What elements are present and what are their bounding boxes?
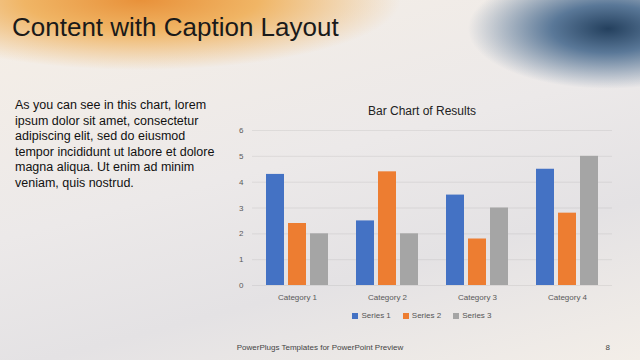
svg-text:1: 1 — [239, 255, 244, 264]
svg-text:Category 2: Category 2 — [368, 293, 408, 302]
html-text:Series 1: Series 1 — [361, 311, 391, 320]
svg-text:Category 4: Category 4 — [548, 293, 588, 302]
html-text:Content with Caption Layout: Content with Caption Layout — [12, 12, 339, 42]
html-text:Series 3: Series 3 — [462, 311, 492, 320]
svg-text:3: 3 — [239, 204, 244, 213]
svg-text:6: 6 — [239, 126, 244, 135]
svg-text:Category 1: Category 1 — [278, 293, 318, 302]
svg-text:5: 5 — [239, 152, 244, 161]
html-text:As you can see in this chart,: As you can see in this chart, lorem ipsu… — [15, 98, 215, 190]
svg-text:Category 3: Category 3 — [458, 293, 498, 302]
svg-text:0: 0 — [239, 281, 244, 290]
svg-text:2: 2 — [239, 229, 244, 238]
html-text:8: 8 — [605, 343, 610, 352]
svg-text:4: 4 — [239, 178, 244, 187]
html-text:PowerPlugs Templates for Power: PowerPlugs Templates for PowerPoint Prev… — [236, 343, 404, 352]
html-text:Bar Chart of Results: Bar Chart of Results — [368, 104, 476, 118]
html-text:Series 2: Series 2 — [411, 311, 442, 320]
